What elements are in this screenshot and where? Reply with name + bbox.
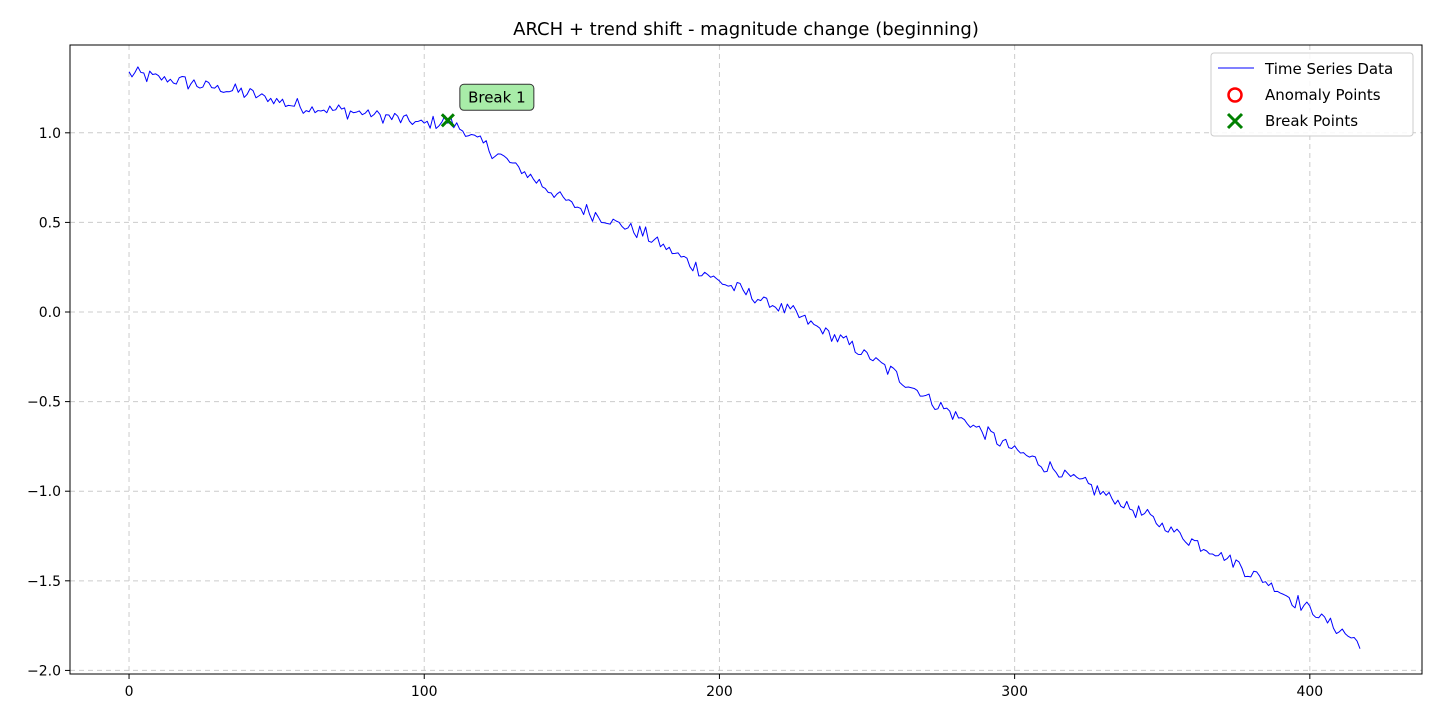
y-tick-label: −0.5 [27,395,61,411]
y-tick-label: 0.0 [39,305,61,321]
y-tick-label: −1.5 [27,574,61,590]
legend-break-marker [1226,112,1244,130]
plot-frame [69,44,1423,675]
x-tick-label: 400 [1296,684,1323,700]
series-line-time-series-data [128,66,1361,649]
x-tick-label: 100 [411,684,438,700]
x-tick-label: 300 [1001,684,1028,700]
y-tick-label: −2.0 [27,663,61,679]
x-tick-label: 0 [125,684,134,700]
x-tick-label: 200 [706,684,733,700]
legend-label-series: Time Series Data [1264,60,1393,78]
break-annotation-label: Break 1 [468,88,526,106]
legend-label-break: Break Points [1265,112,1358,130]
chart-title: ARCH + trend shift - magnitude change (b… [513,19,979,40]
grid [70,45,1422,674]
series-layer [128,66,1361,649]
break-annotation-box [459,83,535,111]
y-tick-label: −1.0 [27,484,61,500]
axis-ticks: 0 100 200 300 400 1.0 0.5 0.0 −0.5 −1.0 −1.5 −2.0 [27,126,1323,700]
legend-anomaly-marker [1227,87,1243,103]
legend-label-anomaly: Anomaly Points [1265,86,1381,104]
y-tick-label: 0.5 [39,215,61,231]
y-tick-label: 1.0 [39,126,61,142]
break-point-marker [440,113,455,128]
legend: Time Series Data Anomaly Points Break Po… [1210,52,1414,137]
markers: Break 1 [440,83,535,128]
legend-box [1210,52,1414,137]
